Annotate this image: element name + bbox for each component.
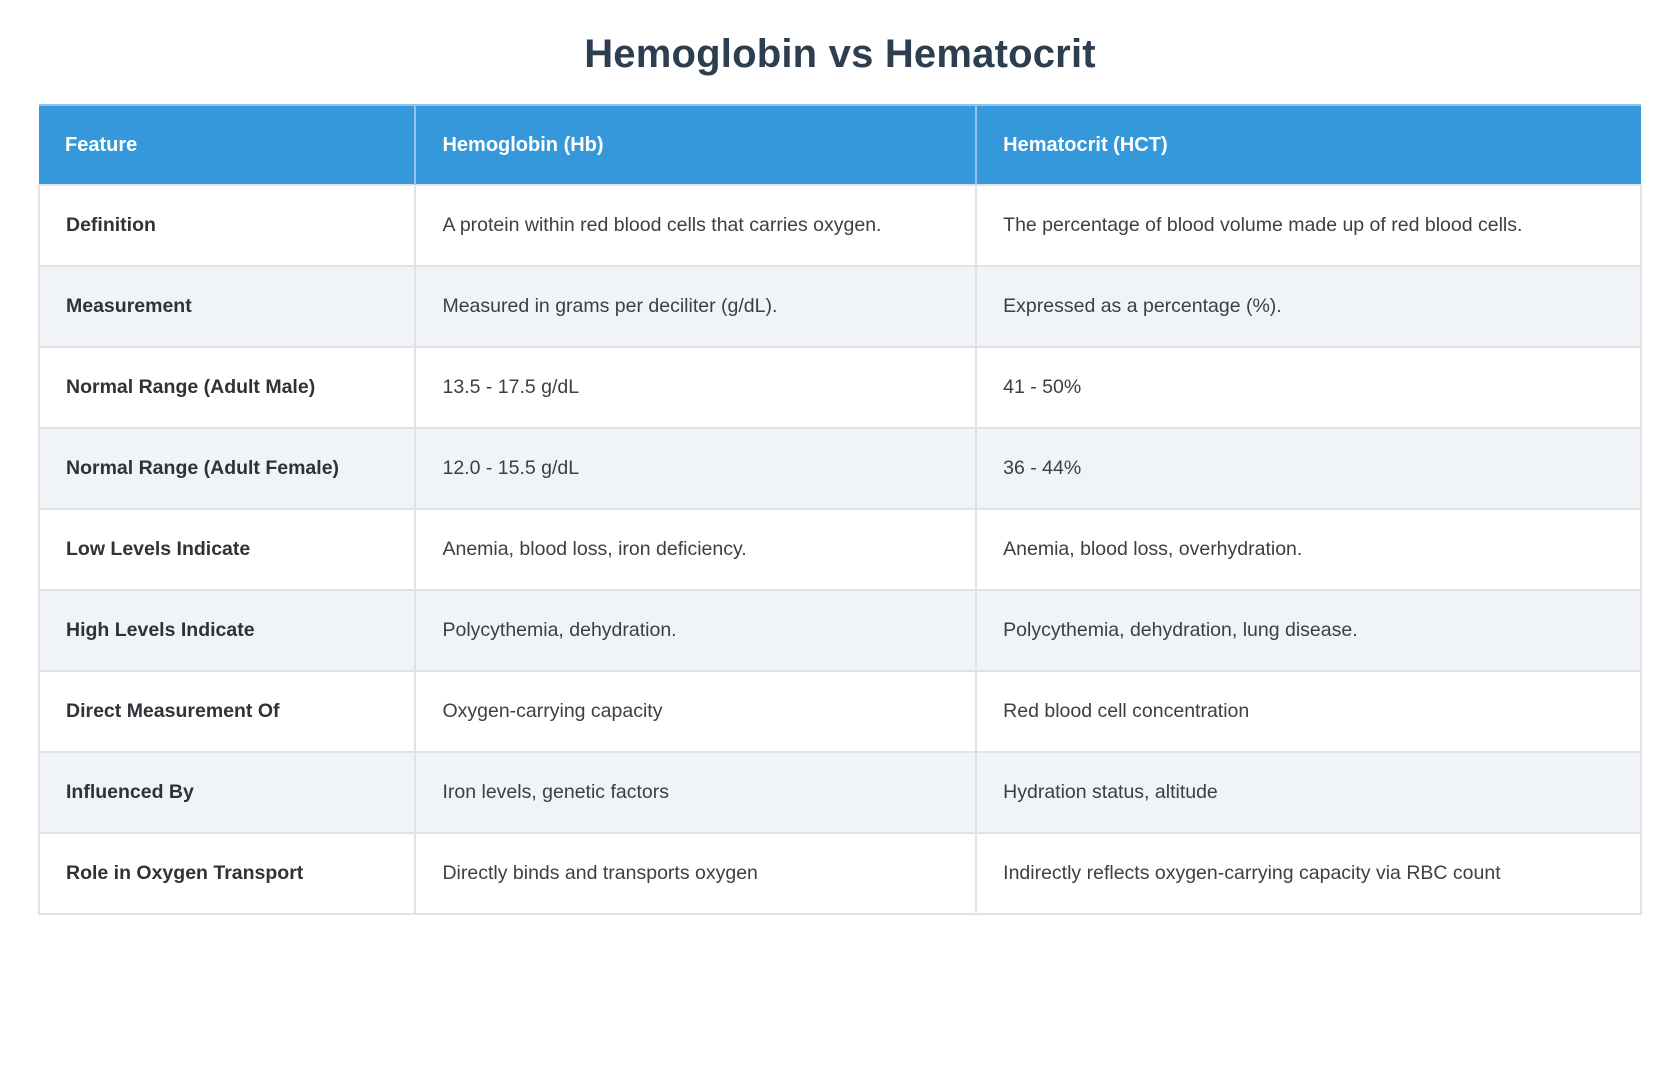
feature-cell: Definition <box>37 184 417 267</box>
feature-cell: Measurement <box>37 265 417 348</box>
table-row: High Levels Indicate Polycythemia, dehyd… <box>37 589 1642 672</box>
hct-cell: The percentage of blood volume made up o… <box>975 184 1642 267</box>
table-row: Normal Range (Adult Female) 12.0 - 15.5 … <box>37 427 1642 510</box>
feature-cell: Role in Oxygen Transport <box>37 832 417 915</box>
hct-cell: Anemia, blood loss, overhydration. <box>975 508 1642 591</box>
hb-cell: Anemia, blood loss, iron deficiency. <box>414 508 978 591</box>
table-row: Normal Range (Adult Male) 13.5 - 17.5 g/… <box>37 346 1642 429</box>
hct-cell: Indirectly reflects oxygen-carrying capa… <box>975 832 1642 915</box>
feature-cell: High Levels Indicate <box>37 589 417 672</box>
table-row: Influenced By Iron levels, genetic facto… <box>37 751 1642 834</box>
column-header-hematocrit: Hematocrit (HCT) <box>975 104 1641 185</box>
hct-cell: 41 - 50% <box>975 346 1642 429</box>
hct-cell: Expressed as a percentage (%). <box>975 265 1642 348</box>
hct-cell: Hydration status, altitude <box>975 751 1642 834</box>
comparison-table: Feature Hemoglobin (Hb) Hematocrit (HCT)… <box>37 104 1642 915</box>
hb-cell: Oxygen-carrying capacity <box>414 670 978 753</box>
column-header-feature: Feature <box>39 104 416 185</box>
hb-cell: 13.5 - 17.5 g/dL <box>414 346 978 429</box>
header-row: Feature Hemoglobin (Hb) Hematocrit (HCT) <box>39 104 1641 185</box>
table-row: Direct Measurement Of Oxygen-carrying ca… <box>37 670 1642 753</box>
table-header: Feature Hemoglobin (Hb) Hematocrit (HCT) <box>39 104 1641 185</box>
feature-cell: Normal Range (Adult Male) <box>37 346 417 429</box>
hb-cell: Measured in grams per deciliter (g/dL). <box>414 265 978 348</box>
feature-cell: Direct Measurement Of <box>37 670 417 753</box>
page: Hemoglobin vs Hematocrit Feature Hemoglo… <box>0 30 1680 1078</box>
hct-cell: 36 - 44% <box>975 427 1642 510</box>
hb-cell: 12.0 - 15.5 g/dL <box>414 427 978 510</box>
feature-cell: Normal Range (Adult Female) <box>37 427 417 510</box>
column-header-hemoglobin: Hemoglobin (Hb) <box>414 104 977 185</box>
table-row: Measurement Measured in grams per decili… <box>37 265 1642 348</box>
hb-cell: A protein within red blood cells that ca… <box>414 184 978 267</box>
feature-cell: Influenced By <box>37 751 417 834</box>
page-title: Hemoglobin vs Hematocrit <box>584 32 1096 76</box>
hb-cell: Polycythemia, dehydration. <box>414 589 978 672</box>
hb-cell: Iron levels, genetic factors <box>414 751 978 834</box>
hct-cell: Polycythemia, dehydration, lung disease. <box>975 589 1642 672</box>
table-row: Role in Oxygen Transport Directly binds … <box>37 832 1642 915</box>
table-row: Definition A protein within red blood ce… <box>37 184 1642 267</box>
hb-cell: Directly binds and transports oxygen <box>414 832 978 915</box>
table-body: Definition A protein within red blood ce… <box>37 184 1642 915</box>
feature-cell: Low Levels Indicate <box>37 508 417 591</box>
table-row: Low Levels Indicate Anemia, blood loss, … <box>37 508 1642 591</box>
hct-cell: Red blood cell concentration <box>975 670 1642 753</box>
